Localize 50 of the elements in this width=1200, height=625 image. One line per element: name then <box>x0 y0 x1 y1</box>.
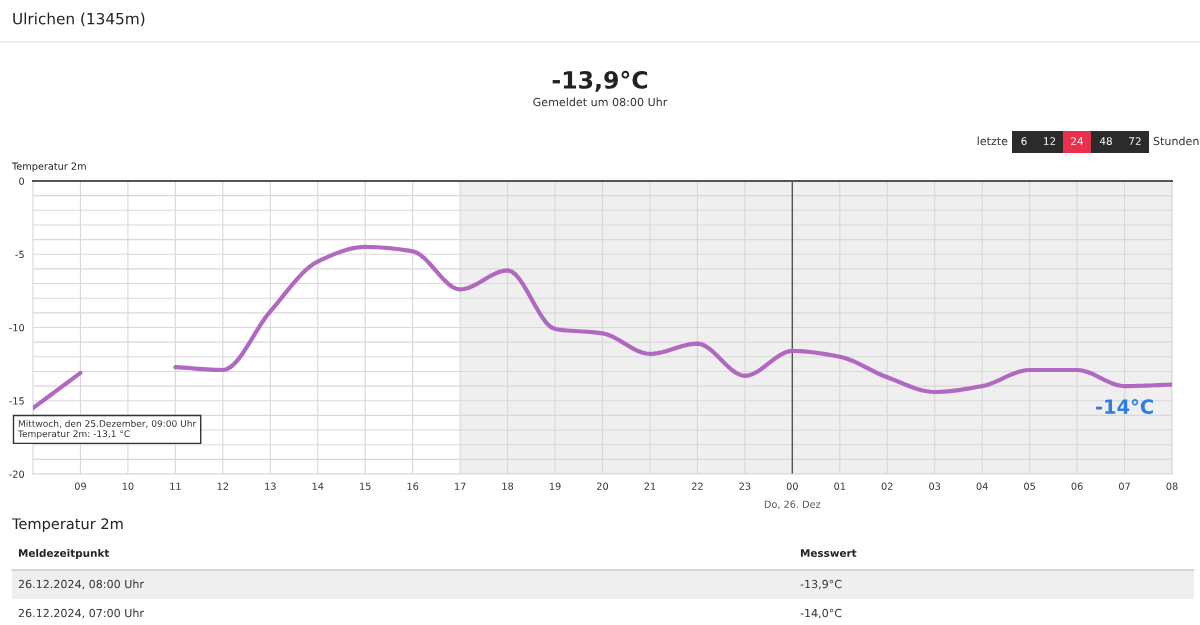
x-tick-label: 22 <box>691 482 703 490</box>
text: Gemeldet um 08:00 Uhr <box>533 97 668 107</box>
x-tick-label: 05 <box>1024 482 1035 490</box>
x-tick-label: 11 <box>170 482 181 490</box>
x-tick-label: 06 <box>1071 482 1083 490</box>
text: Temperatur 2m <box>11 518 123 533</box>
text: 6 <box>1021 137 1027 146</box>
annotation: -14°C <box>1096 399 1153 414</box>
y-tick-label: -5 <box>15 250 24 259</box>
x-tick-label: 15 <box>360 482 371 490</box>
text: letzte <box>977 136 1008 146</box>
x-tick-label: 03 <box>929 482 941 490</box>
chart-subtitle: -13,9°C <box>552 70 648 92</box>
x-tick-label: 04 <box>976 482 988 490</box>
text: 12 <box>1044 137 1056 145</box>
text: Meldezeitpunkt <box>18 548 110 560</box>
x-tick-label: 01 <box>834 482 846 490</box>
x-tick-label: 14 <box>312 482 324 490</box>
annotation: Mittwoch, den 25.Dezember, 09:00 Uhr Temperatur 2m: -13,1 °C <box>17 420 197 439</box>
text: 24 <box>1071 137 1084 145</box>
y-tick-label: -10 <box>9 323 25 332</box>
x-tick-label: 00 <box>786 482 798 490</box>
x-tick-label: 20 <box>597 482 609 490</box>
text: -14,0°C <box>800 608 842 619</box>
text: 26.12.2024, 08:00 Uhr <box>18 579 144 590</box>
y-tick-label: 0 <box>19 177 25 185</box>
x-tick-label: 09 <box>74 482 86 490</box>
text: 48 <box>1099 137 1112 146</box>
text: 72 <box>1129 137 1141 145</box>
text: -13,9°C <box>800 579 842 590</box>
x-tick-label: 18 <box>502 482 514 490</box>
text: 26.12.2024, 07:00 Uhr <box>18 608 144 619</box>
y-tick-label: -15 <box>9 397 24 405</box>
x-tick-label: 21 <box>644 482 656 490</box>
x-tick-label: 02 <box>881 482 893 490</box>
chart-title: Ulrichen (1345m) <box>13 12 145 27</box>
text: Stunden <box>1153 136 1199 146</box>
x-tick-label: 12 <box>217 482 229 490</box>
x-tick-label: 19 <box>549 482 561 490</box>
ref-line-label: Do, 26. Dez <box>764 500 821 509</box>
y-tick-label: -20 <box>9 470 25 478</box>
x-tick-label: 16 <box>407 482 419 490</box>
x-tick-label: 07 <box>1119 482 1130 490</box>
x-tick-label: 13 <box>265 482 276 490</box>
x-tick-label: 23 <box>739 482 751 490</box>
text: Messwert <box>800 549 857 558</box>
x-tick-label: 08 <box>1166 482 1178 490</box>
y-axis-title: Temperatur 2m <box>11 162 86 172</box>
x-tick-label: 10 <box>122 482 134 490</box>
x-tick-label: 17 <box>455 482 466 490</box>
